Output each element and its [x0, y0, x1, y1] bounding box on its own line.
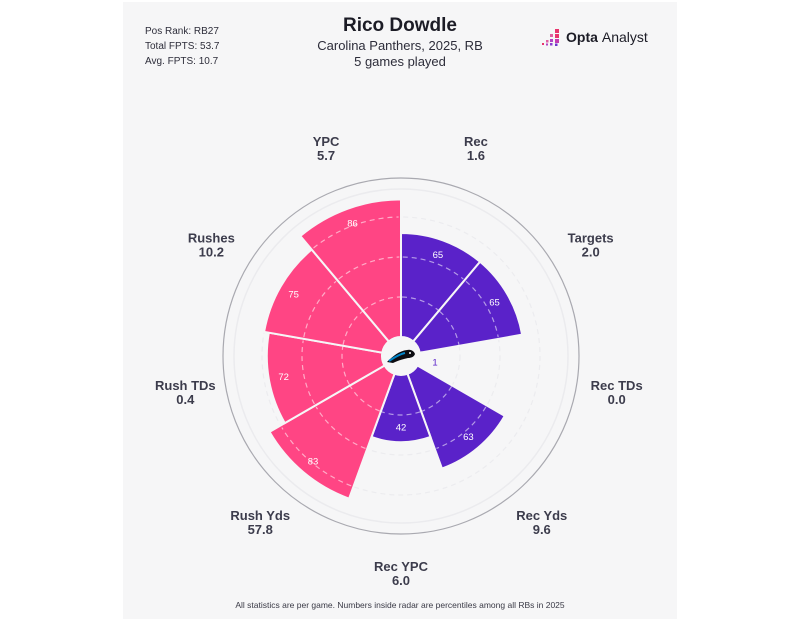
bar-rushes — [262, 248, 391, 354]
percentile-label: 75 — [288, 290, 299, 301]
logo-text-analyst: Analyst — [601, 29, 648, 45]
percentile-label: 83 — [308, 456, 319, 467]
chart-card: Pos Rank: RB27 Total FPTS: 53.7 Avg. FPT… — [123, 2, 677, 619]
category-label: Rushes — [188, 231, 235, 246]
panther-head-shape — [387, 349, 415, 363]
inner-ring — [233, 188, 569, 524]
opta-dots-icon — [542, 29, 559, 46]
bar-rush-yds — [268, 364, 396, 500]
bar-grid-dash — [313, 216, 399, 249]
category-value: 0.0 — [608, 392, 626, 407]
category-value: 0.4 — [176, 392, 195, 407]
bar-rec-yds — [406, 364, 507, 470]
percentile-label: 72 — [278, 372, 289, 383]
games-played: 5 games played — [354, 54, 446, 69]
category-label: Targets — [568, 231, 614, 246]
pos-rank: Pos Rank: RB27 — [145, 26, 219, 37]
category-label: Rec Yds — [516, 508, 567, 523]
bar-rec-ypc — [370, 372, 432, 444]
bar-targets — [411, 260, 524, 354]
bar-grid-dash — [342, 311, 363, 345]
percentile-label: 42 — [396, 423, 407, 434]
category-value: 9.6 — [533, 522, 551, 537]
category-label: Rec — [464, 134, 488, 149]
bar-grid-dash — [381, 411, 421, 416]
panther-eye — [409, 352, 411, 354]
category-value: 5.7 — [317, 148, 335, 163]
percentile-label: 63 — [463, 432, 474, 443]
grid-circle-75 — [261, 216, 541, 496]
category-value: 10.2 — [199, 245, 224, 260]
category-value: 1.6 — [467, 148, 485, 163]
percentile-label: 65 — [433, 250, 444, 261]
team-season: Carolina Panthers, 2025, RB — [317, 38, 483, 53]
bar-grid-dash — [363, 296, 400, 311]
carolina-panthers-logo-icon — [387, 349, 415, 363]
category-label: YPC — [313, 134, 340, 149]
panther-blue-stripe — [388, 352, 406, 362]
player-name: Rico Dowdle — [342, 15, 457, 36]
grid-layer — [222, 177, 580, 535]
total-fpts: Total FPTS: 53.7 — [145, 41, 220, 52]
category-value: 57.8 — [248, 522, 273, 537]
bar-grid-dash — [421, 386, 453, 412]
opta-analyst-logo: Opta Analyst — [541, 28, 648, 46]
chart-title-block: Rico Dowdle Carolina Panthers, 2025, RB … — [123, 14, 677, 70]
percentile-label: 65 — [489, 298, 500, 309]
avg-fpts: Avg. FPTS: 10.7 — [145, 56, 219, 67]
bar-grid-dash — [402, 296, 439, 311]
category-value: 6.0 — [392, 573, 410, 588]
category-label: Rec TDs — [591, 378, 643, 393]
category-label: Rush Yds — [230, 508, 290, 523]
bar-layer — [262, 198, 524, 500]
outer-ring — [222, 177, 580, 535]
category-label: Rush TDs — [155, 378, 216, 393]
bar-rush-tds — [265, 331, 386, 425]
bar-ypc — [298, 198, 402, 343]
percentile-label: 1 — [432, 358, 437, 369]
chart-footnote: All statistics are per game. Numbers ins… — [235, 600, 565, 610]
percentile-label: 86 — [347, 218, 358, 229]
logo-text-opta: Opta — [566, 29, 598, 45]
category-value: 2.0 — [582, 245, 600, 260]
bar-grid-dash — [281, 427, 352, 487]
center-layer — [383, 338, 419, 374]
category-label: Rec YPC — [374, 559, 429, 574]
bar-grid-dash — [439, 311, 460, 345]
dash-layer — [281, 216, 499, 487]
bar-grid-dash — [341, 346, 350, 385]
bar-grid-dash — [349, 386, 381, 412]
bar-rec — [400, 231, 482, 343]
player-stats-summary: Pos Rank: RB27 Total FPTS: 53.7 Avg. FPT… — [145, 24, 219, 69]
